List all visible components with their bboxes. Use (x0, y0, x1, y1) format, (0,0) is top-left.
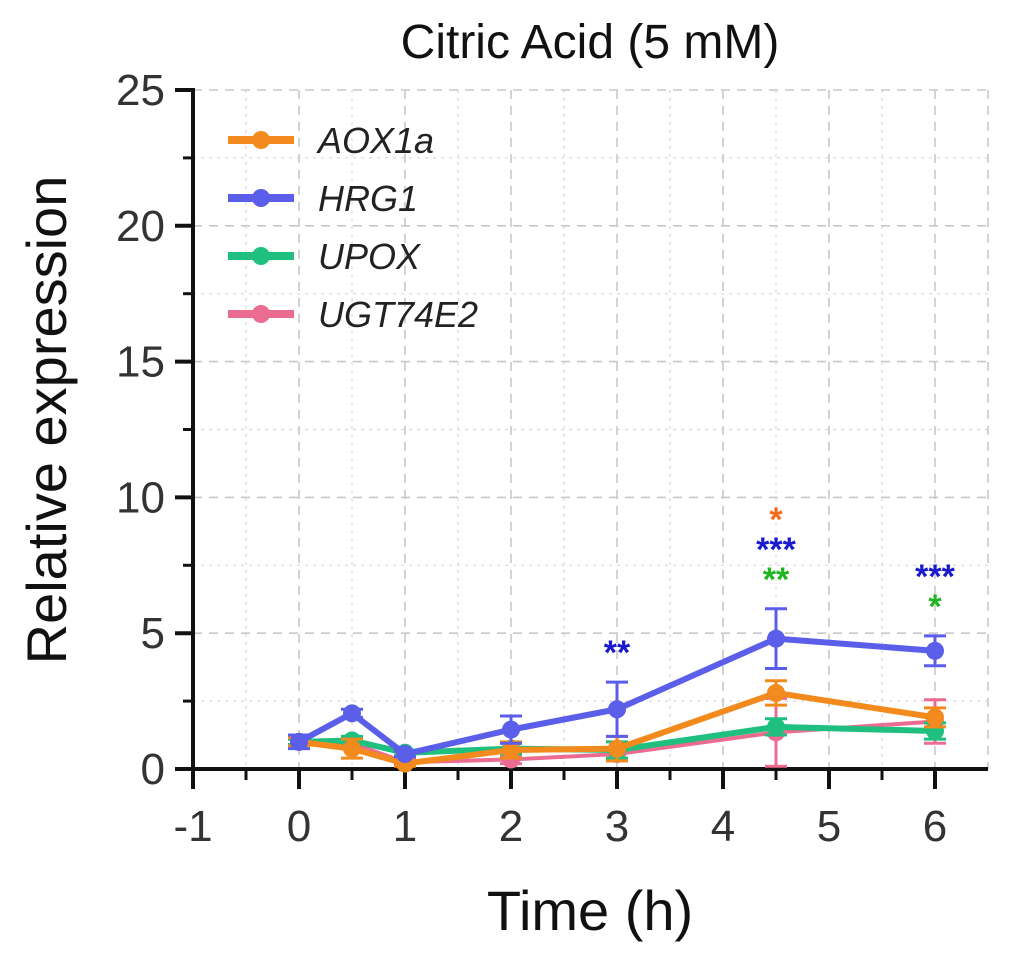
y-tick-label: 10 (116, 473, 165, 522)
y-tick-label: 25 (116, 66, 165, 115)
legend-label: UPOX (318, 236, 422, 277)
significance-label: *** (756, 531, 796, 569)
legend-swatch-marker (252, 305, 270, 323)
data-point (343, 704, 361, 723)
legend-swatch-marker (252, 247, 270, 265)
y-tick-label: 20 (116, 202, 165, 251)
data-point (396, 745, 414, 764)
data-point (767, 683, 785, 702)
data-point (767, 629, 785, 648)
legend-entry-aox1a: AOX1a (228, 120, 434, 161)
x-tick-label: 1 (393, 802, 417, 851)
legend-label: HRG1 (318, 178, 418, 219)
data-point (926, 641, 944, 660)
significance-label: * (769, 501, 783, 539)
data-point (502, 720, 520, 739)
y-axis-title: Relative expression (15, 176, 78, 665)
legend-entry-ugt74e2: UGT74E2 (228, 294, 478, 335)
legend-swatch-marker (252, 189, 270, 207)
grid (193, 89, 989, 769)
y-tick-label: 0 (141, 745, 165, 794)
x-tick-label: 3 (605, 802, 629, 851)
data-point (502, 740, 520, 759)
data-point (608, 700, 626, 719)
y-tick-label: 15 (116, 338, 165, 387)
legend-entry-upox: UPOX (228, 236, 422, 277)
legend: AOX1a HRG1 UPOX UGT74E2 (228, 120, 478, 335)
data-point (926, 708, 944, 727)
legend-swatch-marker (252, 131, 270, 149)
series-hrg1 (288, 607, 946, 764)
data-point (767, 717, 785, 736)
significance-label: *** (915, 558, 955, 596)
x-tick-label: 2 (499, 802, 523, 851)
x-tick-label: 5 (817, 802, 841, 851)
legend-label: UGT74E2 (318, 294, 478, 335)
series-layer (288, 607, 946, 773)
significance-label: ** (763, 561, 790, 599)
x-tick-label: 0 (287, 802, 311, 851)
significance-label: * (928, 588, 942, 626)
x-tick-label: 6 (923, 802, 947, 851)
significance-label: ** (604, 634, 631, 672)
x-axis-title: Time (h) (487, 879, 693, 942)
legend-label: AOX1a (316, 120, 434, 161)
data-point (608, 739, 626, 758)
legend-entry-hrg1: HRG1 (228, 178, 418, 219)
x-tick-label: 4 (711, 802, 735, 851)
chart-title: Citric Acid (5 mM) (401, 16, 780, 69)
x-tick-label: -1 (173, 802, 212, 851)
y-tick-label: 5 (141, 609, 165, 658)
significance-annotations: ******** **** (604, 501, 956, 672)
data-point (343, 739, 361, 758)
data-point (290, 732, 308, 751)
